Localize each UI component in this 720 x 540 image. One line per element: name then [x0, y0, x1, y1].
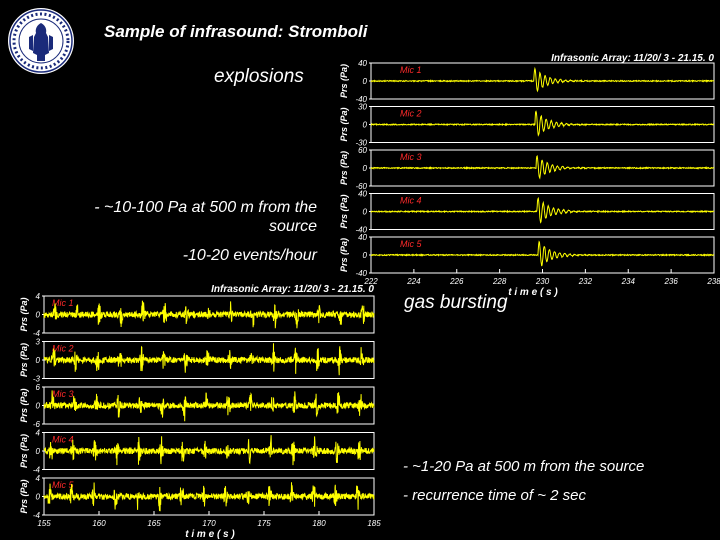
series-line	[43, 390, 375, 422]
y-tick-label: -40	[355, 269, 367, 278]
x-tick-label: 180	[312, 519, 326, 528]
y-tick-label: -40	[355, 226, 367, 235]
y-axis-label: Prs (Pa)	[339, 107, 349, 141]
series-label: Mic 1	[52, 298, 74, 308]
x-tick-label: 224	[406, 277, 421, 286]
y-axis-label: Prs (Pa)	[339, 238, 349, 272]
x-tick-label: 165	[147, 519, 161, 528]
y-tick-label: -3	[33, 375, 41, 384]
series-label: Mic 4	[400, 196, 422, 206]
y-axis-label: Prs (Pa)	[19, 479, 29, 513]
y-tick-label: 0	[36, 447, 41, 456]
x-tick-label: 222	[363, 277, 378, 286]
x-axis-label: t i m e ( s )	[185, 529, 235, 540]
explosions-bullet-pressure: - ~10-100 Pa at 500 m from the source	[94, 199, 317, 235]
x-tick-label: 155	[37, 519, 51, 528]
y-tick-label: 60	[358, 146, 367, 155]
series-line	[43, 300, 375, 329]
x-tick-label: 234	[621, 277, 636, 286]
y-tick-label: -4	[33, 511, 41, 520]
y-tick-label: -4	[33, 329, 41, 338]
gas-bullet-pressure: - ~1-20 Pa at 500 m from the source	[403, 458, 645, 475]
x-tick-label: 170	[202, 519, 216, 528]
y-tick-label: 0	[363, 77, 368, 86]
y-tick-label: 40	[358, 233, 367, 242]
y-tick-label: 40	[358, 190, 367, 199]
series-line	[43, 435, 375, 466]
y-tick-label: 6	[36, 383, 41, 392]
y-tick-label: 0	[363, 208, 368, 217]
y-axis-label: Prs (Pa)	[339, 151, 349, 185]
series-line	[43, 343, 375, 376]
series-line	[370, 110, 715, 137]
x-tick-label: 185	[367, 519, 381, 528]
y-tick-label: 0	[363, 164, 368, 173]
x-axis-label: t i m e ( s )	[508, 287, 558, 298]
y-tick-label: 4	[36, 292, 41, 301]
series-label: Mic 4	[52, 435, 74, 445]
x-tick-label: 236	[663, 277, 678, 286]
x-tick-label: 230	[535, 277, 550, 286]
y-tick-label: -4	[33, 466, 41, 475]
gas-bursting-label: gas bursting	[404, 292, 508, 313]
y-tick-label: 0	[363, 121, 368, 130]
x-tick-label: 226	[449, 277, 464, 286]
series-label: Mic 2	[52, 344, 74, 354]
series-label: Mic 2	[400, 109, 422, 119]
series-label: Mic 3	[52, 389, 74, 399]
y-axis-label: Prs (Pa)	[19, 297, 29, 331]
x-tick-label: 228	[492, 277, 507, 286]
y-tick-label: -6	[33, 420, 41, 429]
gas-bullet-recurrence: - recurrence time of ~ 2 sec	[403, 487, 586, 504]
y-tick-label: 0	[36, 356, 41, 365]
series-line	[370, 196, 715, 224]
y-tick-label: 4	[36, 474, 41, 483]
y-tick-label: 0	[36, 311, 41, 320]
y-tick-label: 30	[358, 103, 367, 112]
y-tick-label: -30	[355, 139, 367, 148]
y-tick-label: 0	[36, 402, 41, 411]
series-line	[370, 155, 715, 180]
x-tick-label: 232	[578, 277, 593, 286]
explosions-bullet-rate: -10-20 events/hour	[182, 247, 317, 264]
x-tick-label: 238	[706, 277, 720, 286]
chart-title: Infrasonic Array: 11/20/ 3 - 21.15. 0	[211, 284, 374, 295]
x-tick-label: 160	[92, 519, 106, 528]
y-axis-label: Prs (Pa)	[339, 194, 349, 228]
y-tick-label: -60	[355, 182, 367, 191]
slide-title: Sample of infrasound: Stromboli	[104, 22, 368, 41]
y-axis-label: Prs (Pa)	[19, 434, 29, 468]
y-tick-label: 0	[36, 493, 41, 502]
series-line	[370, 240, 715, 267]
chart-title: Infrasonic Array: 11/20/ 3 - 21.15. 0	[551, 53, 714, 64]
y-tick-label: 4	[36, 429, 41, 438]
y-tick-label: 3	[36, 338, 41, 347]
series-label: Mic 5	[400, 239, 422, 249]
series-line	[370, 66, 715, 93]
university-seal-icon	[8, 8, 74, 74]
series-label: Mic 5	[52, 480, 74, 490]
y-axis-label: Prs (Pa)	[19, 343, 29, 377]
y-axis-label: Prs (Pa)	[19, 388, 29, 422]
series-label: Mic 1	[400, 65, 422, 75]
series-line	[43, 482, 375, 512]
y-tick-label: 0	[363, 251, 368, 260]
series-label: Mic 3	[400, 152, 422, 162]
y-tick-label: -40	[355, 95, 367, 104]
explosions-label: explosions	[214, 66, 304, 87]
y-axis-label: Prs (Pa)	[339, 64, 349, 98]
x-tick-label: 175	[257, 519, 271, 528]
y-tick-label: 40	[358, 59, 367, 68]
